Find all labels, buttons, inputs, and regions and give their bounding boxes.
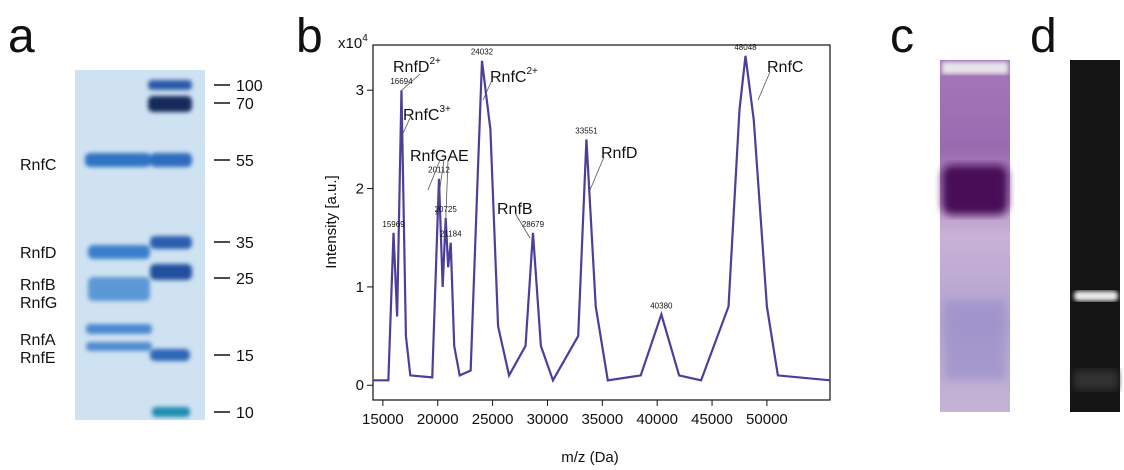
x-tick-label: 35000	[581, 411, 623, 428]
leader-line	[444, 159, 449, 241]
annotation-text: RnfC	[403, 107, 439, 124]
gel-bands	[85, 80, 192, 417]
band-label: RnfA	[20, 332, 56, 349]
peak-annotation: RnfC2+	[490, 66, 538, 86]
x-axis-label: m/z (Da)	[561, 449, 619, 466]
y-scale-base: x10	[338, 35, 362, 52]
x-tick-label: 25000	[472, 411, 514, 428]
peak-label: 24032	[471, 48, 494, 57]
leader-line	[401, 73, 421, 91]
panel-label: d	[1030, 10, 1057, 63]
leader-line	[514, 212, 531, 239]
leader-line	[482, 79, 493, 101]
x-tick-label: 20000	[417, 411, 459, 428]
peak-annotation: RnfGAE	[410, 148, 469, 165]
panel-label: b	[296, 10, 323, 63]
plot-frame	[372, 44, 831, 401]
marker-label: 100	[236, 78, 263, 95]
annotation-text: RnfGAE	[410, 148, 469, 165]
annotation-text: RnfC	[490, 69, 526, 86]
x-tick-label: 50000	[746, 411, 788, 428]
band-label: RnfG	[20, 295, 57, 312]
marker-label: 15	[236, 348, 254, 365]
band-label: RnfC	[20, 157, 56, 174]
peak-label: 20112	[428, 166, 450, 175]
leader-line	[435, 159, 445, 216]
annotation-text: RnfD	[393, 59, 429, 76]
peak-label: 16694	[390, 77, 413, 86]
y-scale: x104	[338, 33, 368, 52]
peak-label: 40380	[650, 301, 673, 310]
leader-line	[399, 117, 411, 141]
annotation-charge: 3+	[439, 104, 451, 115]
leader-line	[757, 71, 771, 101]
spectrum-line	[373, 55, 831, 383]
y-tick-label: 0	[356, 377, 364, 394]
y-tick-label: 1	[356, 279, 364, 296]
band-label: RnfD	[20, 245, 56, 262]
x-tick-label: 30000	[527, 411, 569, 428]
y-axis-label: Intensity [a.u.]	[323, 175, 340, 268]
gel-d	[1070, 60, 1120, 412]
peak-annotation: RnfC	[767, 59, 803, 76]
annotation-text: RnfB	[497, 201, 533, 218]
annotation-text: RnfC	[767, 59, 803, 76]
peak-label: 15969	[382, 220, 405, 229]
x-tick-label: 40000	[636, 411, 678, 428]
panel-label: c	[890, 10, 914, 63]
peak-annotation: RnfB	[497, 201, 533, 218]
band-label: RnfE	[20, 350, 56, 367]
peak-label: 48048	[734, 43, 757, 52]
marker-label: 55	[236, 153, 254, 170]
y-tick-label: 3	[356, 82, 364, 99]
gel-c	[940, 60, 1010, 412]
band-label: RnfB	[20, 277, 56, 294]
x-tick-label: 45000	[691, 411, 733, 428]
peak-annotation: RnfC3+	[403, 104, 451, 124]
peak-label: 21184	[440, 230, 462, 239]
peak-label: 28679	[522, 220, 545, 229]
gel-a	[75, 70, 205, 420]
panel-label: a	[8, 10, 35, 63]
leader-line	[589, 156, 605, 191]
y-scale-exponent: 4	[362, 33, 368, 44]
annotation-charge: 2+	[429, 56, 441, 67]
annotation-text: RnfD	[601, 145, 637, 162]
marker-label: 35	[236, 235, 254, 252]
marker-label: 25	[236, 271, 254, 288]
peak-annotation: RnfD	[601, 145, 637, 162]
leader-line	[427, 159, 441, 191]
peak-label: 33551	[575, 126, 598, 135]
y-tick-label: 2	[356, 181, 364, 198]
marker-label: 10	[236, 405, 254, 422]
annotation-charge: 2+	[526, 66, 538, 77]
peak-annotation: RnfD2+	[393, 56, 441, 76]
x-tick-label: 15000	[362, 411, 404, 428]
marker-label: 70	[236, 96, 254, 113]
